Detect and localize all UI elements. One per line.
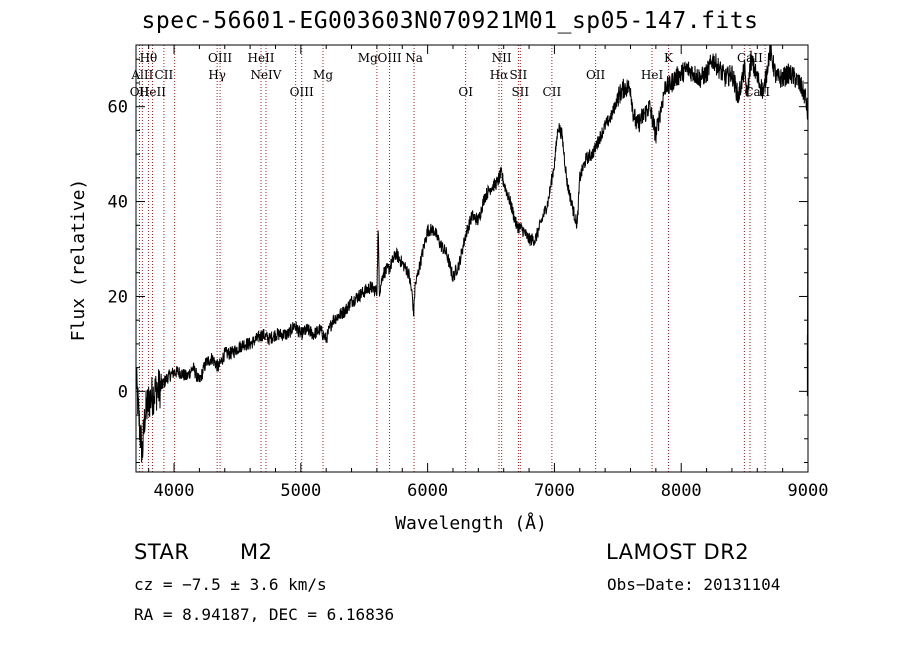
spectrum-line	[135, 44, 809, 463]
y-tick-label: 0	[118, 382, 128, 402]
y-axis-label: Flux (relative)	[68, 179, 89, 342]
line-marker-label: NeIV	[250, 68, 281, 82]
x-tick-label: 5000	[280, 481, 321, 501]
line-marker-label: Mg	[313, 68, 333, 82]
spectral-line-markers	[138, 45, 766, 472]
x-tick-label: 8000	[661, 481, 702, 501]
line-marker-label: CII	[155, 68, 174, 82]
line-marker-label: HeI	[641, 68, 664, 82]
ra-dec: RA = 8.94187, DEC = 6.16836	[134, 605, 395, 624]
line-marker-label: OIII	[290, 85, 314, 99]
line-marker-label: HeII	[247, 51, 274, 65]
x-tick-label: 4000	[154, 481, 195, 501]
x-tick-label: 6000	[407, 481, 448, 501]
redshift-cz: cz = −7.5 ± 3.6 km/s	[134, 575, 327, 594]
line-marker-label: Mg	[358, 51, 378, 65]
object-subclass: M2	[240, 540, 273, 564]
line-marker-label: SII	[511, 85, 529, 99]
line-marker-label: CII	[543, 85, 562, 99]
line-marker-label: Hα	[490, 68, 509, 82]
line-marker-label: CaII	[744, 85, 770, 99]
line-marker-label: OIII	[208, 51, 232, 65]
axis-ticks: 4000 5000 6000 7000 8000 9000 0 20 40 60	[108, 45, 829, 501]
line-marker-label: SII	[510, 68, 528, 82]
x-axis-label: Wavelength (Å)	[395, 512, 547, 534]
line-marker-label: NII	[492, 51, 512, 65]
line-marker-label: OI	[458, 85, 473, 99]
x-tick-label: 9000	[788, 481, 829, 501]
observation-date: Obs−Date: 20131104	[607, 575, 781, 594]
line-marker-label: OIII	[378, 51, 402, 65]
line-marker-label: CaII	[737, 51, 763, 65]
line-marker-label: Na	[405, 51, 423, 65]
chart-title: spec-56601-EG003603N070921M01_sp05-147.f…	[141, 8, 759, 34]
y-tick-label: 40	[108, 193, 128, 213]
survey-name: LAMOST DR2	[606, 540, 750, 564]
plot-frame	[135, 44, 809, 473]
x-tick-label: 7000	[534, 481, 575, 501]
y-tick-label: 60	[108, 98, 128, 118]
y-tick-label: 20	[108, 287, 128, 307]
line-marker-label: Hγ	[208, 68, 226, 82]
line-marker-label: Hθ	[140, 51, 158, 65]
line-marker-label: HeII	[139, 85, 166, 99]
line-marker-label: OII	[130, 85, 150, 99]
line-marker-label: AlII	[130, 68, 153, 82]
object-class: STAR	[134, 540, 190, 564]
line-marker-label: K	[664, 51, 674, 65]
line-marker-label: OII	[586, 68, 606, 82]
